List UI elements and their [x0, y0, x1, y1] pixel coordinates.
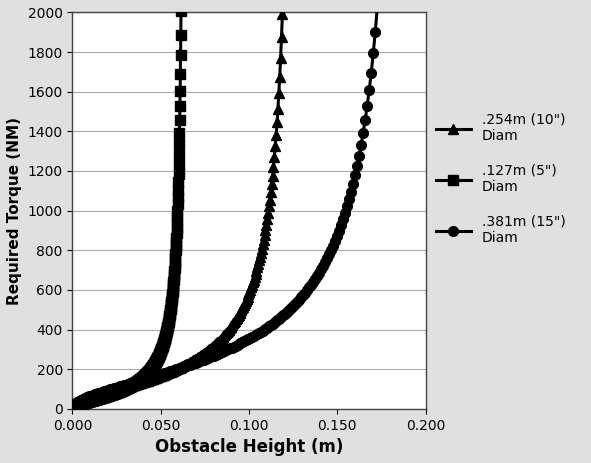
- .127m (5")
Diam: [80, 400, 87, 406]
- Y-axis label: Required Torque (NM): Required Torque (NM): [7, 117, 22, 305]
- .127m (5")
Diam: [95, 395, 102, 401]
- .254m (10")
Diam: [82, 397, 89, 403]
- .254m (10")
Diam: [75, 400, 82, 406]
- .127m (5")
Diam: [96, 395, 103, 401]
- .381m (15")
Diam: [193, 360, 200, 365]
- Legend: .254m (10")
Diam, .127m (5")
Diam, .381m (15")
Diam: .254m (10") Diam, .127m (5") Diam, .381m…: [436, 113, 566, 245]
- .381m (15")
Diam: [76, 398, 83, 404]
- X-axis label: Obstacle Height (m): Obstacle Height (m): [155, 438, 343, 456]
- .381m (15")
Diam: [374, 6, 381, 12]
- .381m (15")
Diam: [165, 369, 173, 374]
- Line: .381m (15")
Diam: .381m (15") Diam: [69, 4, 382, 411]
- .381m (15")
Diam: [70, 403, 77, 409]
- .127m (5")
Diam: [70, 404, 77, 410]
- Line: .254m (10")
Diam: .254m (10") Diam: [69, 5, 287, 412]
- .254m (10")
Diam: [279, 7, 286, 13]
- .381m (15")
Diam: [170, 368, 177, 373]
- .254m (10")
Diam: [278, 33, 285, 38]
- Line: .127m (5")
Diam: .127m (5") Diam: [69, 6, 186, 412]
- .254m (10")
Diam: [138, 380, 145, 385]
- .381m (15")
Diam: [165, 369, 173, 375]
- .254m (10")
Diam: [70, 404, 77, 409]
- .254m (10")
Diam: [128, 383, 135, 388]
- .381m (15")
Diam: [214, 351, 221, 357]
- .127m (5")
Diam: [173, 244, 180, 250]
- .127m (5")
Diam: [171, 268, 178, 273]
- .127m (5")
Diam: [124, 385, 131, 390]
- .127m (5")
Diam: [177, 8, 184, 14]
- .254m (10")
Diam: [184, 361, 191, 367]
